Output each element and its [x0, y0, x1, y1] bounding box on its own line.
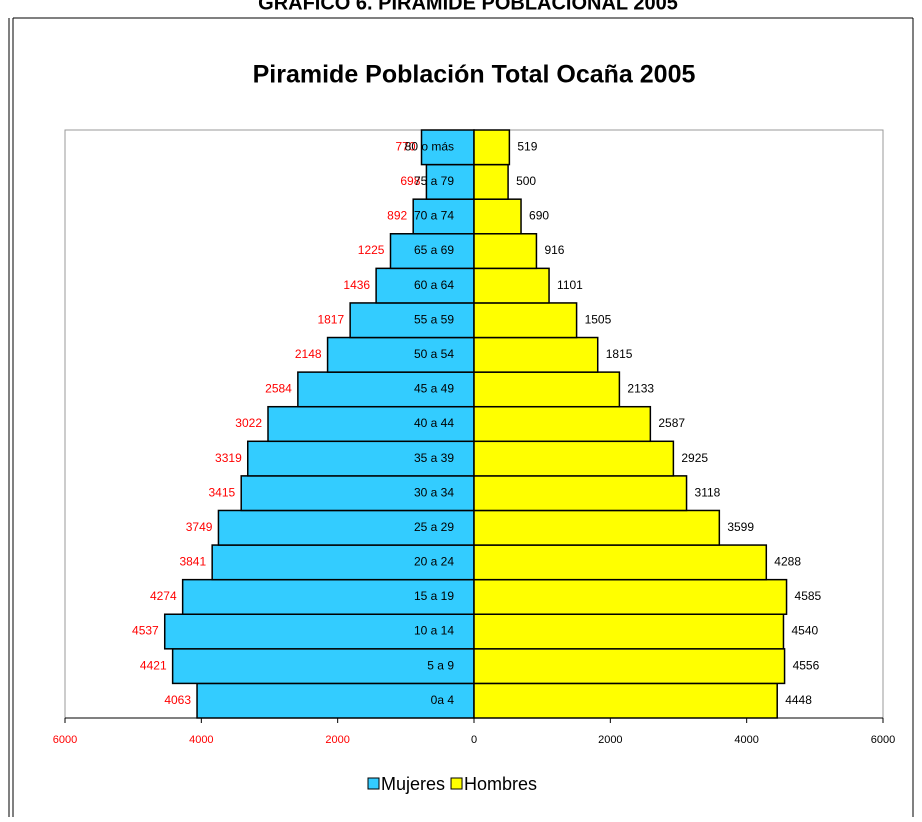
value-label: 3599	[727, 520, 754, 534]
category-label: 15 a 19	[414, 589, 454, 603]
legend-label: Hombres	[464, 774, 537, 794]
value-label: 4540	[791, 624, 818, 638]
x-tick-label: 2000	[325, 734, 349, 746]
bar	[474, 649, 785, 684]
bar	[350, 303, 474, 338]
bar	[474, 614, 783, 649]
x-tick-label: 4000	[734, 734, 758, 746]
value-label: 690	[529, 209, 549, 223]
value-label: 4421	[140, 658, 167, 672]
legend-swatch	[368, 778, 379, 789]
category-label: 55 a 59	[414, 312, 454, 326]
value-label: 4448	[785, 693, 812, 707]
value-label: 3415	[209, 485, 236, 499]
value-label: 2584	[265, 382, 292, 396]
chart: GRAFICO 6. PIRAMIDE POBLACIONAL 2005 Pir…	[0, 0, 922, 817]
bar	[474, 234, 536, 269]
bar	[474, 268, 549, 303]
bar	[474, 372, 619, 407]
value-label: 2587	[658, 416, 685, 430]
category-label: 10 a 14	[414, 624, 454, 638]
chart-title: Piramide Población Total Ocaña 2005	[253, 61, 696, 89]
category-label: 75 a 79	[414, 174, 454, 188]
value-label: 3841	[179, 555, 206, 569]
value-label: 4585	[795, 589, 822, 603]
value-label: 3022	[235, 416, 262, 430]
x-tick-label: 0	[471, 734, 477, 746]
bar	[474, 441, 673, 476]
value-label: 2148	[295, 347, 322, 361]
value-label: 4288	[774, 555, 801, 569]
bar	[474, 130, 509, 165]
x-tick-label: 6000	[53, 734, 77, 746]
bar	[474, 199, 521, 234]
value-label: 3319	[215, 451, 242, 465]
value-label: 3118	[695, 485, 721, 499]
bar	[474, 338, 598, 373]
value-label: 892	[387, 209, 407, 223]
value-label: 1505	[585, 312, 612, 326]
bar	[474, 580, 787, 615]
category-label: 70 a 74	[414, 209, 454, 223]
value-label: 1436	[343, 278, 370, 292]
bar	[474, 165, 508, 200]
value-label: 4063	[164, 693, 191, 707]
value-label: 4556	[793, 658, 820, 672]
category-label: 0a 4	[431, 693, 455, 707]
category-label: 65 a 69	[414, 243, 454, 257]
category-label: 5 a 9	[427, 658, 454, 672]
value-label: 2133	[627, 382, 654, 396]
legend-swatch	[451, 778, 462, 789]
bar	[474, 303, 577, 338]
value-label: 1101	[557, 278, 583, 292]
value-label: 1225	[358, 243, 385, 257]
value-label: 519	[517, 139, 537, 153]
value-label: 500	[516, 174, 536, 188]
bar	[474, 476, 687, 511]
category-label: 25 a 29	[414, 520, 454, 534]
category-label: 45 a 49	[414, 382, 454, 396]
category-label: 20 a 24	[414, 555, 454, 569]
bar	[474, 683, 777, 718]
x-tick-label: 2000	[598, 734, 622, 746]
category-label: 35 a 39	[414, 451, 454, 465]
legend-label: Mujeres	[381, 774, 445, 794]
value-label: 3749	[186, 520, 213, 534]
value-label: 4537	[132, 624, 159, 638]
category-label: 50 a 54	[414, 347, 454, 361]
page-header: GRAFICO 6. PIRAMIDE POBLACIONAL 2005	[258, 0, 678, 14]
category-label: 80 o más	[405, 139, 454, 153]
value-label: 1817	[317, 312, 344, 326]
bar	[474, 407, 650, 442]
value-label: 2925	[681, 451, 708, 465]
x-tick-label: 6000	[871, 734, 895, 746]
bar	[474, 510, 719, 545]
value-label: 916	[544, 243, 564, 257]
bar	[474, 545, 766, 580]
value-label: 4274	[150, 589, 177, 603]
value-label: 1815	[606, 347, 633, 361]
category-label: 30 a 34	[414, 485, 454, 499]
category-label: 40 a 44	[414, 416, 454, 430]
category-label: 60 a 64	[414, 278, 454, 292]
x-tick-label: 4000	[189, 734, 213, 746]
